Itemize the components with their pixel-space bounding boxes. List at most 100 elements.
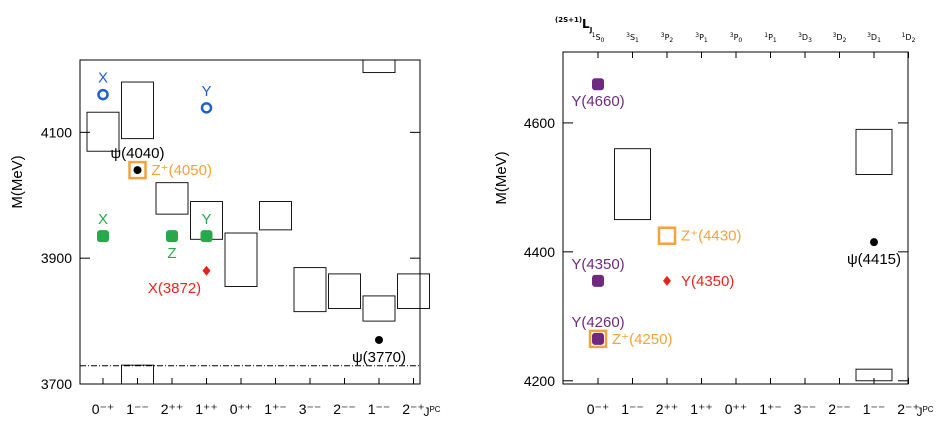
prediction-box <box>121 81 154 140</box>
x-tick-label: 1⁻⁻ <box>368 401 391 417</box>
prediction-box <box>293 267 327 313</box>
top-tick-label-sub: 2 <box>669 37 673 44</box>
x-tick-label: 3⁻⁻ <box>299 401 322 417</box>
top-tick-label-sub: 0 <box>738 37 742 44</box>
top-tick-label-main: P <box>699 33 704 42</box>
top-tick-label-sup: 3 <box>833 32 837 39</box>
prediction-box <box>362 295 396 322</box>
point-label: ψ(3770) <box>352 349 406 366</box>
point-label: Z <box>167 245 176 262</box>
top-tick-label: 1D2 <box>902 32 916 44</box>
top-tick-label-sub: 0 <box>601 37 605 44</box>
diamond-marker <box>663 275 671 286</box>
x-tick-label: 2⁻⁺ <box>897 401 920 417</box>
prediction-box <box>855 128 893 175</box>
top-tick-label: 1S0 <box>592 32 605 44</box>
right-chart: 4200 4400 4600 M(MeV) 0⁻⁺ 1⁻⁻ 2⁺⁺ 1⁺⁺ 0⁺⁺ 1⁺⁻ 3⁻⁻ 2… <box>493 16 934 419</box>
x-tick-label: 1⁺⁻ <box>264 401 287 417</box>
top-tick-label: 3P2 <box>661 32 674 44</box>
x-tick-label: 1⁺⁺ <box>690 401 713 417</box>
square-marker <box>592 332 604 345</box>
point-label: Y <box>201 83 211 100</box>
top-tick-label-sub: 1 <box>635 37 639 44</box>
open-square-marker <box>128 160 147 180</box>
top-tick-label-main: D <box>905 33 911 42</box>
top-tick-label: 3P1 <box>695 32 708 44</box>
point-label: Y(4350) <box>681 273 734 290</box>
point-label: Z⁺(4430) <box>681 228 741 245</box>
top-tick-label: 3S1 <box>626 32 639 44</box>
top-tick-label-main: P <box>665 33 670 42</box>
point-label: Z⁺(4250) <box>612 331 672 348</box>
top-axis-label-sub: J <box>589 26 593 34</box>
x-tick-label: 3⁻⁻ <box>794 401 817 417</box>
x-axis-label-sup: PC <box>429 405 440 414</box>
top-tick-label-main: P <box>734 33 739 42</box>
x-tick-label: 2⁻⁻ <box>333 401 356 417</box>
diamond-marker <box>202 265 211 276</box>
top-tick-label-sub: 3 <box>808 37 812 44</box>
prediction-box <box>397 273 430 309</box>
top-axis-label: (2S+1)LJ <box>555 16 592 34</box>
point-label: X <box>98 211 108 228</box>
y-tick-label: 4100 <box>41 124 72 140</box>
prediction-box <box>328 273 361 309</box>
ring-marker <box>200 102 213 114</box>
dot-marker <box>375 335 383 344</box>
ring-marker <box>97 88 109 101</box>
y-tick-label: 3900 <box>41 250 72 266</box>
prediction-box <box>362 59 396 74</box>
top-tick-label: 3D1 <box>867 32 881 44</box>
top-tick-label-sup: 3 <box>661 32 665 39</box>
top-tick-label-sup: 1 <box>764 32 768 39</box>
top-tick-label-sub: 1 <box>704 37 708 44</box>
top-tick-label-main: P <box>768 33 773 42</box>
square-marker <box>592 78 604 91</box>
top-tick-label-sup: 3 <box>867 32 871 39</box>
x-tick-label: 2⁻⁺ <box>402 401 425 417</box>
y-tick-label: 4600 <box>524 115 555 131</box>
prediction-box <box>259 201 292 231</box>
x-tick-label: 0⁺⁺ <box>725 401 748 417</box>
point-label: X <box>98 70 108 87</box>
top-tick-label-sup: 3 <box>695 32 699 39</box>
point-label: Y(4350) <box>571 256 624 273</box>
point-label: Z⁺(4050) <box>152 162 212 179</box>
top-tick-label-main: D <box>871 33 877 42</box>
top-tick-label-sub: 2 <box>912 37 916 44</box>
top-tick-label-sup: 1 <box>592 32 596 39</box>
square-marker <box>97 230 109 243</box>
top-axis-label-main: L <box>582 17 590 31</box>
x-tick-label: 1⁻⁻ <box>621 401 644 417</box>
top-axis-label-pre: (2S+1) <box>555 16 582 24</box>
y-tick-label: 4200 <box>524 373 555 389</box>
top-tick-label: 3D2 <box>833 32 847 44</box>
square-marker <box>592 274 604 287</box>
square-marker <box>166 230 178 243</box>
x-tick-label: 0⁺⁺ <box>230 401 253 417</box>
top-tick-label: 1P1 <box>764 32 777 44</box>
prediction-box <box>224 232 258 287</box>
top-tick-label-sup: 3 <box>730 32 734 39</box>
y-tick-label: 3700 <box>41 376 72 392</box>
y-axis-label: M(MeV) <box>9 155 26 208</box>
x-axis-label: JPC <box>423 405 440 419</box>
top-tick-label: 3D3 <box>798 32 812 44</box>
point-label: Y(4260) <box>571 314 624 331</box>
plot-frame <box>79 59 421 385</box>
x-tick-label: 2⁺⁺ <box>161 401 184 417</box>
point-label: Y(4660) <box>571 93 624 110</box>
point-label: ψ(4040) <box>110 145 164 162</box>
left-chart: 3700 3900 4100 M(MeV) 0⁻⁺ 1⁻⁻ 2⁺⁺ 1⁺⁺ 0⁺⁺ 1⁺⁻ 3⁻⁻ 2… <box>9 59 441 419</box>
top-tick-label-sub: 1 <box>773 37 777 44</box>
x-tick-label: 0⁻⁺ <box>587 401 610 417</box>
top-tick-label-sup: 3 <box>626 32 630 39</box>
top-tick-label: 3P0 <box>730 32 743 44</box>
x-axis-label-main: J <box>423 405 429 419</box>
prediction-box <box>855 368 893 382</box>
dot-marker <box>870 238 878 247</box>
top-tick-label-main: S <box>595 33 600 42</box>
x-tick-label: 1⁺⁺ <box>195 401 218 417</box>
x-tick-label: 1⁺⁻ <box>759 401 782 417</box>
top-tick-label-main: D <box>836 33 842 42</box>
